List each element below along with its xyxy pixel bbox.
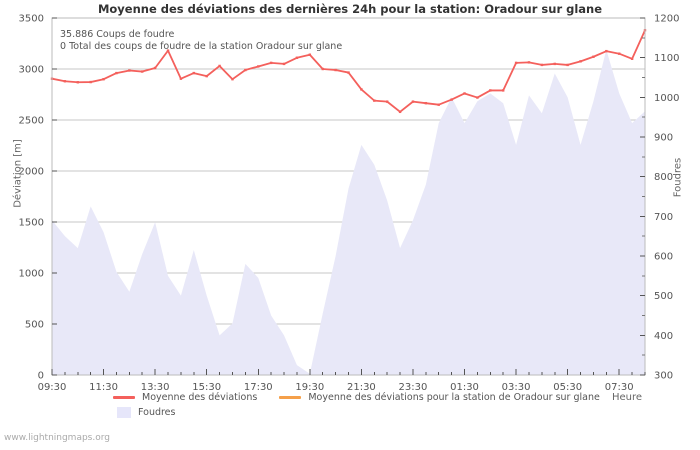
- legend-swatch-foudres-icon: [117, 407, 131, 418]
- svg-text:1000: 1000: [654, 93, 679, 104]
- svg-text:1000: 1000: [19, 269, 44, 280]
- legend-row-primary: Moyenne des déviations Moyenne des dévia…: [0, 392, 700, 403]
- legend-label-foudres: Foudres: [138, 407, 176, 418]
- svg-text:3500: 3500: [19, 14, 44, 25]
- svg-text:21:30: 21:30: [347, 382, 376, 393]
- legend-item-foudres[interactable]: Foudres: [113, 407, 175, 418]
- chart-title: Moyenne des déviations des dernières 24h…: [97, 2, 603, 16]
- annotation-station-total: 0 Total des coups de foudre de la statio…: [60, 41, 343, 52]
- svg-text:15:30: 15:30: [192, 382, 221, 393]
- deviation-line-series: [50, 29, 647, 114]
- svg-text:05:30: 05:30: [553, 382, 582, 393]
- svg-text:01:30: 01:30: [450, 382, 479, 393]
- svg-text:13:30: 13:30: [141, 382, 170, 393]
- svg-text:23:30: 23:30: [399, 382, 428, 393]
- axis-tick-labels: 0 500 1000 1500 2000 2500 3000 3500 300 400 500 600…: [19, 14, 680, 394]
- svg-text:1500: 1500: [19, 218, 44, 229]
- svg-text:800: 800: [654, 172, 673, 183]
- svg-text:3000: 3000: [19, 65, 44, 76]
- legend-label-deviation: Moyenne des déviations: [142, 392, 258, 403]
- lightning-area-series: [52, 49, 645, 375]
- svg-text:2500: 2500: [19, 116, 44, 127]
- svg-text:17:30: 17:30: [244, 382, 273, 393]
- chart-legend: Moyenne des déviations Moyenne des dévia…: [0, 392, 700, 418]
- legend-item-deviation[interactable]: Moyenne des déviations: [113, 392, 257, 403]
- svg-text:07:30: 07:30: [605, 382, 634, 393]
- legend-swatch-station-icon: [279, 396, 302, 399]
- svg-text:03:30: 03:30: [502, 382, 531, 393]
- svg-text:600: 600: [654, 252, 673, 263]
- svg-text:500: 500: [654, 291, 673, 302]
- y-axis-left-label: Déviation [m]: [12, 139, 24, 208]
- axis-ticks: [51, 17, 646, 376]
- annotation-strikes-count: 35.886 Coups de foudre: [60, 29, 175, 40]
- legend-item-station-deviation[interactable]: Moyenne des déviations pour la station d…: [279, 392, 600, 403]
- svg-text:2000: 2000: [19, 167, 44, 178]
- svg-text:09:30: 09:30: [38, 382, 67, 393]
- svg-text:300: 300: [654, 371, 673, 382]
- svg-text:400: 400: [654, 331, 673, 342]
- svg-text:900: 900: [654, 133, 673, 144]
- svg-text:700: 700: [654, 212, 673, 223]
- svg-text:0: 0: [38, 371, 44, 382]
- svg-text:19:30: 19:30: [295, 382, 324, 393]
- x-axis-label: Heure: [612, 392, 643, 403]
- svg-text:1200: 1200: [654, 14, 679, 25]
- watermark-text: www.lightningmaps.org: [4, 433, 110, 443]
- svg-text:11:30: 11:30: [89, 382, 118, 393]
- y-axis-right-label: Foudres: [672, 157, 684, 198]
- svg-text:1100: 1100: [654, 53, 679, 64]
- legend-row-secondary: Foudres: [0, 407, 700, 418]
- legend-label-station-deviation: Moyenne des déviations pour la station d…: [308, 392, 600, 403]
- legend-swatch-deviation-icon: [113, 396, 135, 399]
- svg-text:500: 500: [25, 320, 44, 331]
